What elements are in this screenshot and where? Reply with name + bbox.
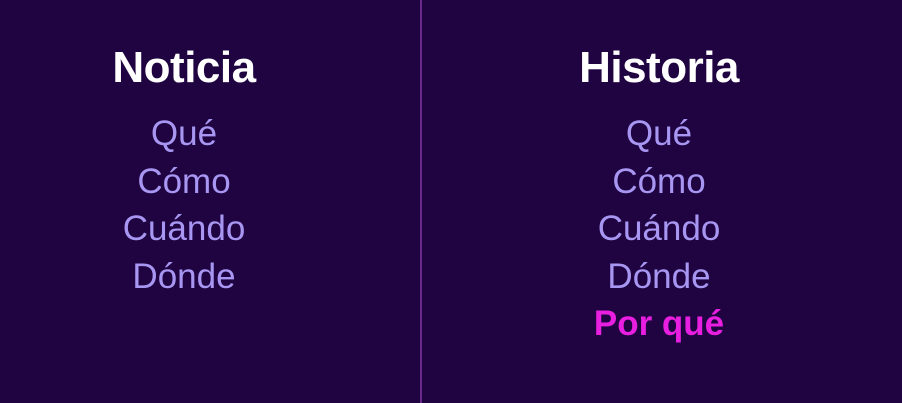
noticia-item-cuando: Cuándo [122,209,246,248]
noticia-list: Qué Cómo Cuándo Dónde [34,110,334,300]
noticia-item-que: Qué [150,114,218,153]
historia-item-como: Cómo [612,161,706,201]
historia-list: Qué Cómo Cuándo Dónde Por qué [509,110,809,348]
historia-item-por-que: Por qué [593,304,725,343]
historia-item-que: Qué [625,114,693,153]
historia-column: Historia Qué Cómo Cuándo Dónde Por qué [509,40,809,348]
noticia-title: Noticia [112,43,256,92]
noticia-item-donde: Dónde [132,256,236,296]
column-divider [420,0,422,403]
noticia-column: Noticia Qué Cómo Cuándo Dónde [34,40,334,300]
noticia-item-como: Cómo [137,161,231,201]
historia-item-cuando: Cuándo [597,209,721,248]
historia-item-donde: Dónde [607,256,711,296]
historia-title: Historia [579,43,739,92]
